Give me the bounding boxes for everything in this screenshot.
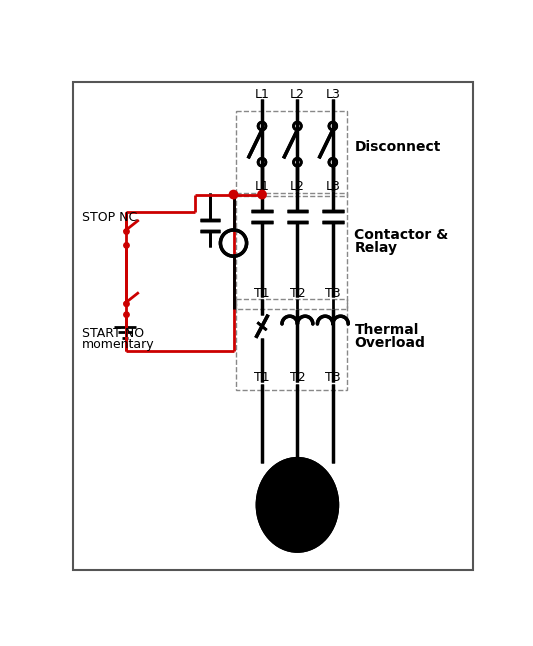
Text: T2: T2	[289, 287, 305, 300]
Text: T3: T3	[325, 371, 341, 384]
Text: Relay: Relay	[354, 242, 398, 255]
Text: Contactor &: Contactor &	[354, 229, 449, 242]
Ellipse shape	[257, 459, 337, 551]
Circle shape	[230, 191, 237, 198]
Text: STOP NC: STOP NC	[82, 211, 137, 224]
Text: momentary: momentary	[82, 339, 155, 351]
Bar	[236, 299, 348, 390]
Text: T1: T1	[254, 371, 270, 384]
Text: T2: T2	[289, 371, 305, 384]
Bar	[236, 111, 348, 196]
Text: 3 phase: 3 phase	[270, 506, 325, 519]
Text: Motor: Motor	[272, 488, 323, 503]
Text: Motor: Motor	[272, 488, 323, 503]
Text: Overload: Overload	[354, 336, 425, 350]
Text: L1: L1	[255, 180, 270, 193]
Circle shape	[124, 243, 129, 248]
Text: Thermal: Thermal	[354, 323, 419, 337]
Circle shape	[124, 229, 129, 234]
Text: Disconnect: Disconnect	[354, 140, 441, 154]
Text: T1: T1	[254, 287, 270, 300]
Circle shape	[124, 312, 129, 317]
Text: L1: L1	[255, 88, 270, 101]
Circle shape	[124, 301, 129, 307]
Ellipse shape	[257, 459, 337, 551]
Text: T3: T3	[325, 287, 341, 300]
Circle shape	[259, 191, 265, 198]
Bar	[236, 193, 348, 309]
Text: START NO: START NO	[82, 327, 144, 340]
Text: 3 phase: 3 phase	[270, 506, 325, 519]
Text: L3: L3	[326, 88, 340, 101]
Text: L3: L3	[326, 180, 340, 193]
Text: L2: L2	[290, 180, 305, 193]
Text: L2: L2	[290, 88, 305, 101]
